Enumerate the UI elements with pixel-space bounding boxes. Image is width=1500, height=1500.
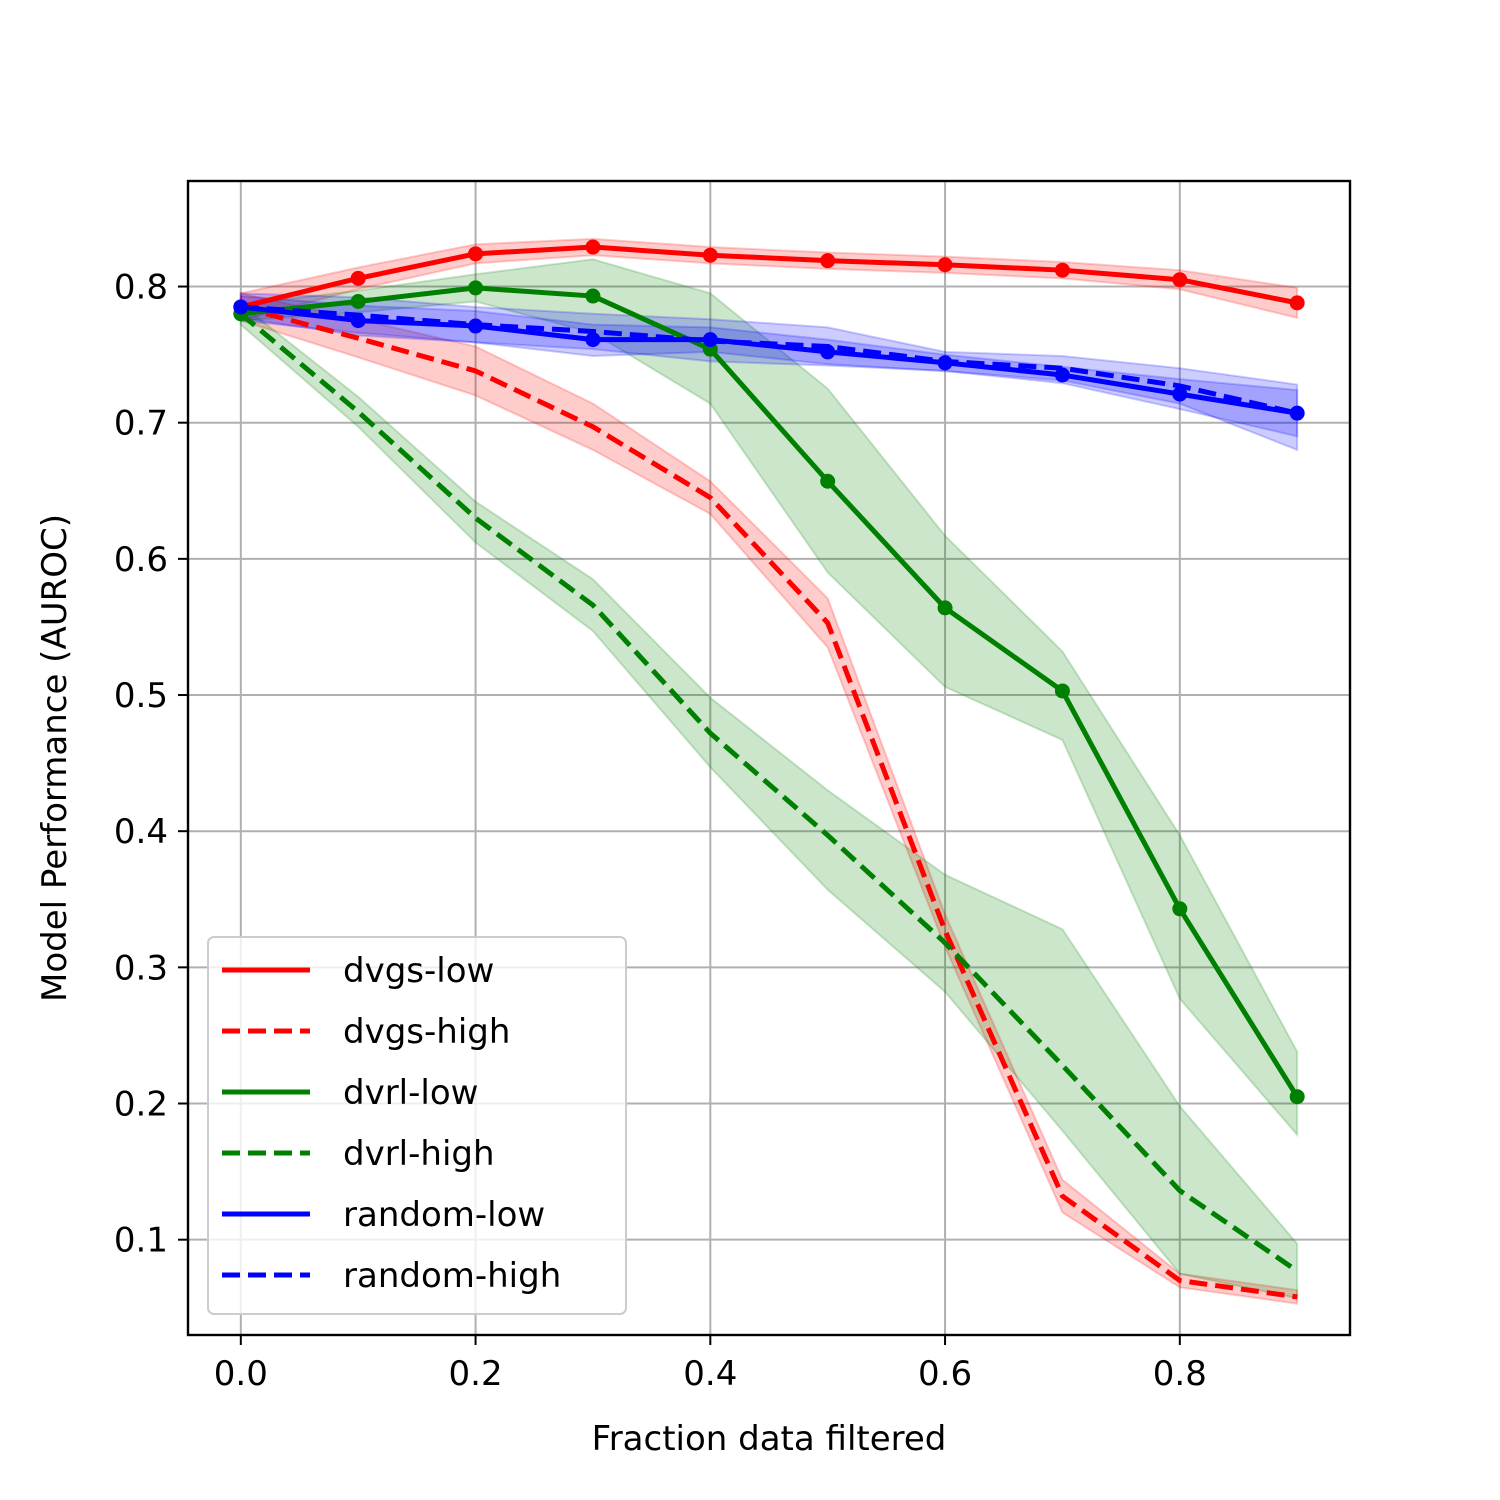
random-low-point <box>350 313 366 329</box>
dvgs-low-point <box>350 270 366 286</box>
y-tick-label: 0.4 <box>114 812 168 852</box>
y-tick-label: 0.6 <box>114 540 168 580</box>
x-tick-label: 0.2 <box>449 1354 503 1394</box>
dvgs-low-point <box>1172 272 1188 288</box>
dvrl-low-band <box>239 258 1299 1138</box>
random-low-point <box>585 332 601 348</box>
legend-label-dvgs-high: dvgs-high <box>343 1012 510 1052</box>
dvgs-low-point <box>937 257 953 273</box>
random-low-point <box>1054 367 1070 383</box>
axis-ticks: 0.0 0.2 0.4 0.6 0.8 0.1 0.2 0.3 0.4 0.5 0.6 0.7 0.8 <box>114 268 1207 1394</box>
dvgs-high-line <box>240 304 1298 1300</box>
random-high-line <box>240 304 1298 416</box>
plot-frame <box>186 179 1352 1337</box>
x-tick-label: 0.6 <box>918 1354 972 1394</box>
y-axis-label: Model Performance (AUROC) <box>35 514 75 1002</box>
y-tick-label: 0.2 <box>114 1085 168 1125</box>
dvgs-low-point <box>468 246 484 262</box>
series-lines <box>239 244 1300 1300</box>
dvrl-low-point <box>1054 683 1070 699</box>
random-low-point <box>1289 405 1305 421</box>
legend: dvgs-low dvgs-high dvrl-low dvrl-high random… <box>207 936 627 1315</box>
dvrl-low-point <box>585 288 601 304</box>
y-tick-label: 0.7 <box>114 404 168 444</box>
y-tick-label: 0.3 <box>114 948 168 988</box>
dvrl-low-point <box>820 473 836 489</box>
dvrl-high-line <box>239 311 1299 1274</box>
x-tick-label: 0.4 <box>683 1354 737 1394</box>
random-low-point <box>1172 386 1188 402</box>
dvrl-low-point <box>937 600 953 616</box>
legend-label-dvrl-low: dvrl-low <box>343 1073 478 1113</box>
dvgs-low-point <box>585 239 601 255</box>
y-tick-label: 0.1 <box>114 1221 168 1261</box>
x-axis-label: Fraction data filtered <box>592 1419 947 1459</box>
dvrl-low-point <box>1289 1089 1305 1105</box>
random-low-point <box>937 355 953 371</box>
dvrl-high-band <box>239 302 1299 1300</box>
legend-label-random-low: random-low <box>343 1195 545 1235</box>
x-tick-label: 0.0 <box>214 1354 268 1394</box>
legend-box <box>207 936 627 1315</box>
dvgs-low-band <box>239 237 1299 322</box>
dvrl-low-point <box>468 280 484 296</box>
random-low-point <box>233 299 249 315</box>
legend-label-dvrl-high: dvrl-high <box>343 1134 495 1174</box>
legend-label-dvgs-low: dvgs-low <box>343 951 494 991</box>
dvrl-low-point <box>1172 901 1188 917</box>
dvrl-low-point <box>350 294 366 310</box>
x-tick-label: 0.8 <box>1153 1354 1207 1394</box>
legend-label-random-high: random-high <box>343 1256 561 1296</box>
dvgs-low-point <box>820 253 836 269</box>
dvgs-high-band <box>239 292 1299 1305</box>
series-markers <box>233 239 1305 1105</box>
dvgs-low-point <box>1054 262 1070 278</box>
dvgs-low-line <box>240 244 1298 310</box>
random-low-point <box>820 344 836 360</box>
dvgs-low-point <box>1289 295 1305 311</box>
y-tick-label: 0.5 <box>114 676 168 716</box>
random-low-point <box>468 318 484 334</box>
random-low-point <box>702 332 718 348</box>
y-tick-label: 0.8 <box>114 268 168 308</box>
dvgs-low-point <box>702 247 718 263</box>
dvrl-low-line <box>240 285 1300 1099</box>
